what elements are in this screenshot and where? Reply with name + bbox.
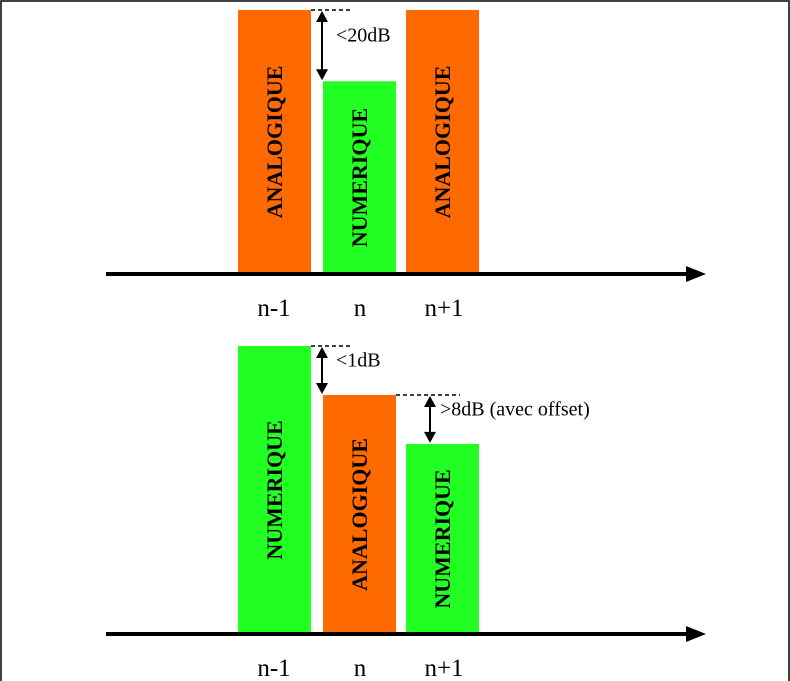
- bar-label-1: NUMERIQUE: [262, 420, 287, 559]
- arrowhead-down: [316, 382, 328, 394]
- arrowhead-up: [424, 395, 436, 407]
- channel-label-3: n+1: [424, 655, 463, 681]
- arrowhead-down: [424, 431, 436, 443]
- channel-label-2: n: [354, 655, 367, 681]
- bar-analogique-2: [323, 394, 396, 634]
- bar-numerique-2: [323, 81, 396, 274]
- channel-label-3: n+1: [424, 295, 463, 322]
- arrowhead-up: [316, 11, 328, 22]
- bar-label-2: ANALOGIQUE: [347, 438, 372, 591]
- level-difference-label: <20dB: [336, 25, 391, 47]
- bar-label-1: ANALOGIQUE: [262, 66, 287, 219]
- axis-arrowhead: [686, 626, 706, 642]
- channel-label-2: n: [354, 295, 367, 322]
- arrowhead-up: [316, 347, 328, 358]
- bar-numerique-1: [238, 346, 311, 634]
- bar-analogique-3: [406, 10, 479, 274]
- bar-label-2: NUMERIQUE: [347, 108, 372, 247]
- panel-top: ANALOGIQUE n-1 NUMERIQUE n ANALOGIQUE n+1 <20d…: [106, 9, 706, 322]
- bar-analogique-1: [238, 10, 311, 274]
- axis-arrowhead: [686, 266, 706, 282]
- level-difference-label: >8dB (avec offset): [440, 398, 590, 420]
- bar-numerique-3: [406, 443, 479, 634]
- channel-label-1: n-1: [257, 655, 290, 681]
- level-difference-label: <1dB: [336, 349, 381, 371]
- channel-label-1: n-1: [257, 295, 290, 322]
- panel-bottom: NUMERIQUE n-1 ANALOGIQUE n NUMERIQUE n+1 <1dB >…: [106, 345, 706, 681]
- bar-label-3: ANALOGIQUE: [430, 66, 455, 219]
- bar-label-3: NUMERIQUE: [430, 469, 455, 608]
- arrowhead-down: [316, 69, 328, 81]
